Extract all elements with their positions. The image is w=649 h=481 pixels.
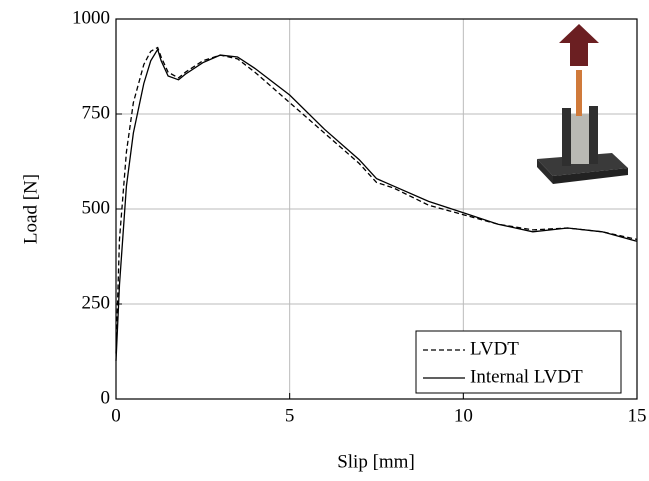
- y-tick-label: 1000: [72, 7, 110, 28]
- legend-label: Internal LVDT: [470, 366, 583, 387]
- y-tick-label: 500: [82, 197, 111, 218]
- x-tick-label: 10: [454, 405, 473, 426]
- legend-label: LVDT: [470, 338, 519, 359]
- x-axis-label: Slip [mm]: [337, 451, 415, 472]
- y-tick-label: 250: [82, 292, 111, 313]
- legend-box: [415, 330, 622, 394]
- y-axis-label: Load [N]: [20, 174, 41, 244]
- y-tick-label: 750: [82, 102, 111, 123]
- y-tick-label: 0: [101, 387, 111, 408]
- specimen-illustration: [537, 24, 628, 184]
- series-line: [115, 46, 638, 354]
- plot-frame: [115, 18, 638, 400]
- x-tick-label: 5: [285, 405, 295, 426]
- x-tick-label: 0: [111, 405, 121, 426]
- series-line: [115, 47, 638, 362]
- x-tick-label: 15: [628, 405, 647, 426]
